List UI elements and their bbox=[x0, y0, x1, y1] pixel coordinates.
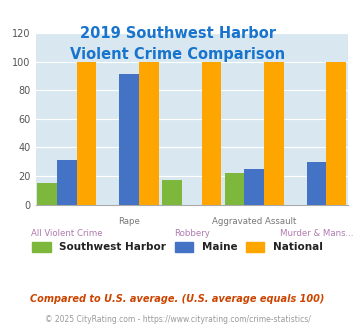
Bar bbox=[264, 62, 284, 205]
Legend: Southwest Harbor, Maine, National: Southwest Harbor, Maine, National bbox=[29, 238, 326, 255]
Text: Compared to U.S. average. (U.S. average equals 100): Compared to U.S. average. (U.S. average … bbox=[30, 294, 325, 304]
Bar bbox=[327, 62, 346, 205]
Text: Murder & Mans...: Murder & Mans... bbox=[280, 229, 354, 238]
Bar bbox=[139, 62, 159, 205]
Bar bbox=[202, 62, 221, 205]
Bar bbox=[77, 62, 96, 205]
Bar bbox=[225, 173, 244, 205]
Text: Robbery: Robbery bbox=[174, 229, 210, 238]
Text: 2019 Southwest Harbor
Violent Crime Comparison: 2019 Southwest Harbor Violent Crime Comp… bbox=[70, 26, 285, 62]
Bar bbox=[244, 169, 264, 205]
Bar bbox=[307, 162, 327, 205]
Bar bbox=[162, 180, 182, 205]
Text: © 2025 CityRating.com - https://www.cityrating.com/crime-statistics/: © 2025 CityRating.com - https://www.city… bbox=[45, 315, 310, 324]
Text: Rape: Rape bbox=[118, 217, 140, 226]
Text: All Violent Crime: All Violent Crime bbox=[31, 229, 103, 238]
Text: Aggravated Assault: Aggravated Assault bbox=[212, 217, 296, 226]
Bar bbox=[119, 75, 139, 205]
Bar bbox=[57, 160, 77, 205]
Bar bbox=[37, 183, 57, 205]
